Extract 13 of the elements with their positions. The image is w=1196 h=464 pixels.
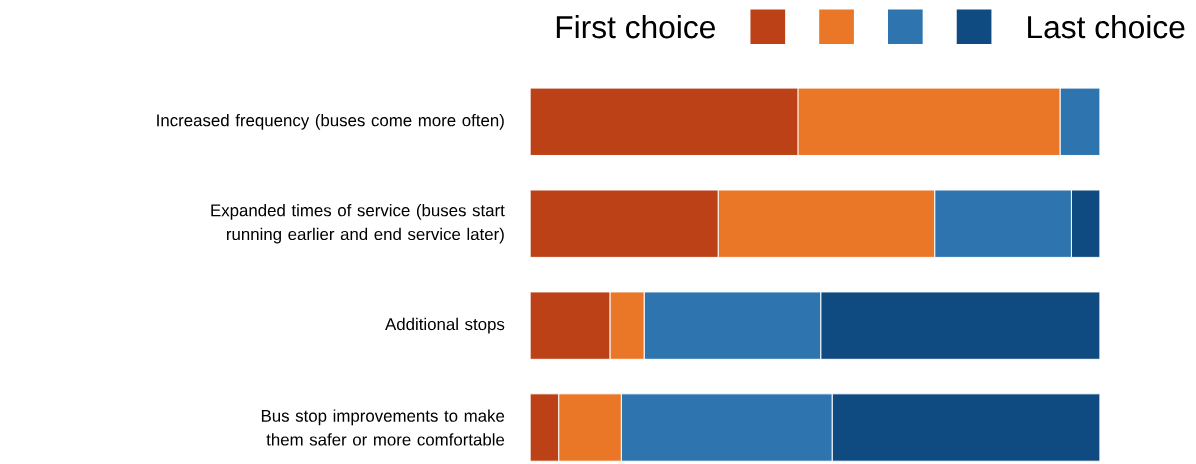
y-tick-label: Additional stops bbox=[385, 317, 505, 334]
bar bbox=[643, 291, 822, 360]
y-tick-label: Bus stop improvements to make them safer or more comfortable bbox=[261, 409, 505, 446]
bar bbox=[934, 189, 1072, 259]
y-tick-label: Increased frequency (buses come more often) bbox=[157, 114, 504, 130]
bar bbox=[1059, 87, 1100, 157]
bar bbox=[820, 291, 1100, 360]
y-tick-label: Expanded times of service (buses start running earlier and end service later) bbox=[211, 204, 505, 244]
bar bbox=[620, 393, 833, 462]
series-label: First choice bbox=[556, 15, 715, 39]
bar bbox=[831, 393, 1100, 462]
legend-label: Last choice bbox=[1028, 15, 1185, 39]
bar bbox=[1070, 189, 1100, 259]
